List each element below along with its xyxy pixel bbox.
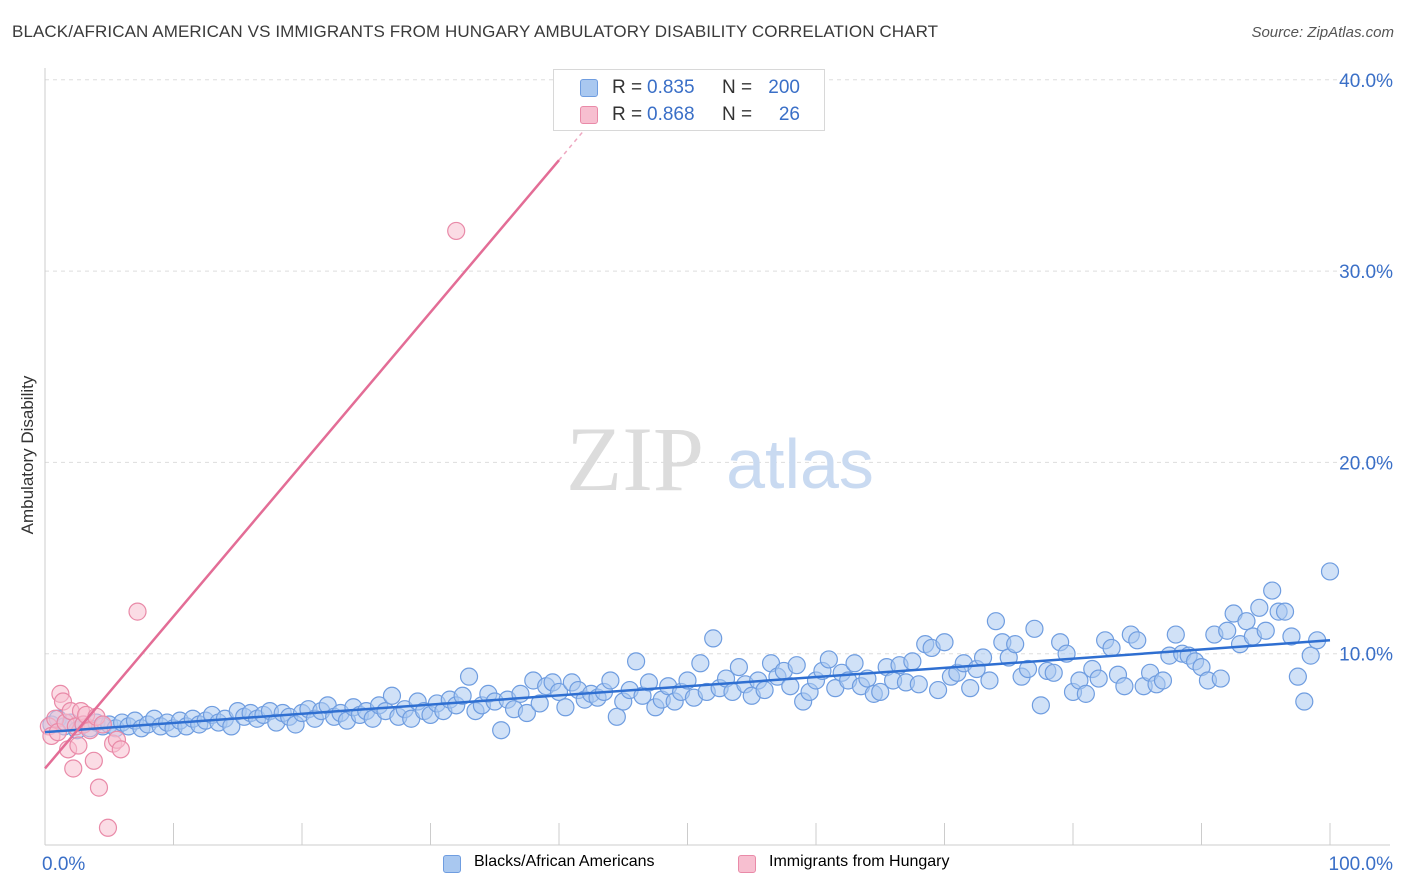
data-point-hungary [69,736,88,755]
data-point-blacks [1006,635,1025,654]
data-point-hungary [128,602,147,621]
legend-row-blacks: R = 0.835 N = 200 [554,75,824,101]
data-point-blacks [871,682,890,702]
data-point-blacks [1256,621,1275,640]
data-point-blacks [704,629,723,648]
series-legend: Blacks/African Americans Immigrants from… [0,853,1406,877]
data-point-blacks [1153,671,1173,690]
series-hungary-points [39,221,466,837]
data-point-hungary [89,778,109,797]
data-point-blacks [1115,677,1134,696]
legend-label-blacks: Blacks/African Americans [474,853,655,870]
data-point-blacks [1076,684,1095,703]
data-point-blacks [903,652,922,671]
series-blacks-points [42,562,1340,740]
data-point-blacks [517,703,536,723]
data-point-hungary [447,221,466,241]
legend-label-hungary: Immigrants from Hungary [769,853,950,870]
data-point-blacks [1025,619,1044,638]
y-tick-labels: 10.0% 20.0% 30.0% 40.0% [1339,71,1393,666]
data-point-blacks [639,673,659,692]
data-point-blacks [980,671,999,690]
x-tick-label: 0.0% [42,854,85,875]
watermark-atlas: atlas [726,425,874,503]
data-point-hungary [64,759,83,778]
data-point-blacks [601,671,620,690]
y-axis-label: Ambulatory Disability [18,375,37,535]
x-tick-labels: 0.0% 100.0% [42,854,1393,875]
data-point-blacks [1282,627,1301,646]
data-point-blacks [1295,692,1314,711]
data-point-blacks [1018,659,1038,679]
data-point-hungary [111,740,130,759]
source-label: Source: ZipAtlas.com [1251,24,1394,41]
data-point-blacks [1250,598,1269,617]
data-point-blacks [1320,562,1340,581]
data-point-blacks [607,707,626,726]
data-point-blacks [1218,621,1237,640]
data-point-blacks [909,675,928,694]
data-point-blacks [382,686,402,705]
data-point-blacks [1089,669,1108,688]
y-tick-label: 10.0% [1339,645,1393,666]
data-point-blacks [928,680,948,700]
legend-swatch-blue [443,855,461,873]
trend-line-hungary [44,159,560,770]
data-point-blacks [729,657,749,677]
y-tick-label: 40.0% [1339,71,1393,92]
data-point-blacks [986,612,1006,631]
data-point-blacks [1128,631,1147,650]
data-point-hungary [84,751,103,770]
chart-title: BLACK/AFRICAN AMERICAN VS IMMIGRANTS FRO… [12,22,939,41]
data-point-blacks [755,680,774,700]
data-point-blacks [819,650,838,669]
data-point-blacks [1275,602,1295,621]
data-point-blacks [1102,638,1121,658]
legend-swatch-blue [580,79,598,97]
data-point-blacks [492,721,511,740]
data-point-blacks [1263,581,1282,600]
data-point-blacks [691,654,710,673]
watermark-zip: ZIP [566,408,704,510]
data-point-blacks [1166,625,1185,644]
legend-n-value: 26 [778,104,800,125]
legend-r-label: R = [612,77,643,98]
data-point-blacks [453,686,472,705]
legend-swatch-pink [580,106,598,124]
legend-r-value: 0.868 [647,104,695,125]
legend-row-hungary: R = 0.868 N = 26 [554,102,824,128]
data-point-blacks [530,694,549,713]
data-point-blacks [459,667,479,686]
legend-n-value: 200 [768,77,800,98]
data-point-blacks [845,654,864,673]
legend-swatch-pink [738,855,756,873]
legend-n-label: N = [722,77,753,98]
legend-r-label: R = [612,104,643,125]
data-point-blacks [1211,669,1230,688]
data-point-blacks [556,698,575,717]
data-point-blacks [1237,612,1256,631]
data-point-blacks [787,656,806,675]
x-tick-label: 100.0% [1329,854,1394,875]
data-point-blacks [1031,696,1050,715]
data-point-hungary [93,715,112,734]
data-point-blacks [626,652,646,671]
y-tick-label: 30.0% [1339,262,1393,283]
legend-r-value: 0.835 [647,77,695,98]
data-point-blacks [1044,663,1063,682]
data-point-blacks [1301,646,1320,665]
watermark: ZIP atlas [566,408,874,510]
data-point-hungary [98,818,118,837]
correlation-legend: R = 0.835 N = 200 R = 0.868 N = 26 [553,69,825,131]
data-point-blacks [1288,667,1307,686]
data-point-blacks [961,679,980,698]
data-point-blacks [935,633,954,652]
axes [44,68,1390,846]
trend-line-blacks [44,639,1331,734]
legend-n-label: N = [722,104,753,125]
y-tick-label: 20.0% [1339,453,1393,474]
gridlines [45,79,1390,655]
